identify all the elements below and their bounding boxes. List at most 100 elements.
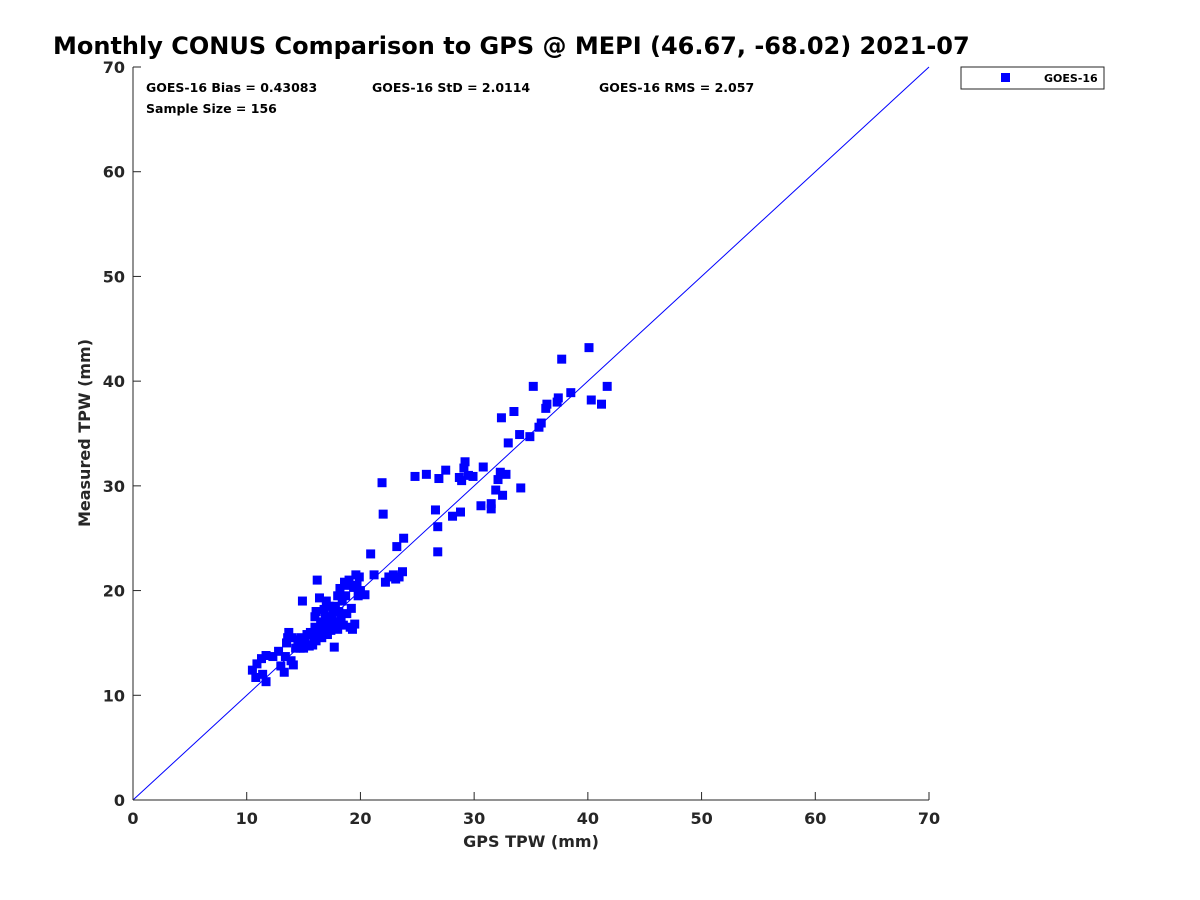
data-point bbox=[557, 354, 567, 364]
rms-stat: GOES-16 RMS = 2.057 bbox=[599, 80, 754, 95]
data-point bbox=[493, 475, 503, 485]
data-point bbox=[355, 586, 365, 596]
y-tick-label: 70 bbox=[103, 58, 125, 77]
y-tick-label: 10 bbox=[103, 686, 125, 705]
x-tick-label: 20 bbox=[349, 809, 371, 828]
y-tick-label: 50 bbox=[103, 267, 125, 286]
data-point bbox=[597, 399, 607, 409]
data-point bbox=[455, 507, 465, 517]
data-point bbox=[261, 650, 271, 660]
bias-stat: GOES-16 Bias = 0.43083 bbox=[146, 80, 317, 95]
data-point bbox=[384, 572, 394, 582]
data-point bbox=[300, 635, 310, 645]
data-point bbox=[247, 665, 257, 675]
legend-marker-square bbox=[1001, 73, 1010, 82]
data-point bbox=[318, 627, 328, 637]
y-tick-label: 30 bbox=[103, 477, 125, 496]
data-point bbox=[350, 619, 360, 629]
data-point bbox=[344, 575, 354, 585]
data-point bbox=[491, 485, 501, 495]
data-point bbox=[566, 388, 576, 398]
data-point bbox=[398, 567, 408, 577]
data-points bbox=[247, 343, 612, 687]
data-point bbox=[346, 603, 356, 613]
data-point bbox=[312, 575, 322, 585]
data-point bbox=[553, 393, 563, 403]
data-point bbox=[343, 580, 353, 590]
data-point bbox=[334, 607, 344, 617]
data-point bbox=[354, 572, 364, 582]
data-point bbox=[515, 430, 525, 440]
data-point bbox=[329, 642, 339, 652]
data-point bbox=[256, 654, 266, 664]
data-point bbox=[528, 381, 538, 391]
data-point bbox=[347, 624, 357, 634]
data-point bbox=[320, 612, 330, 622]
legend-label: GOES-16 bbox=[1044, 72, 1098, 85]
chart-title: Monthly CONUS Comparison to GPS @ MEPI (… bbox=[53, 32, 970, 60]
data-point bbox=[392, 542, 402, 552]
data-point bbox=[317, 633, 327, 643]
y-axis-label: Measured TPW (mm) bbox=[75, 339, 94, 527]
data-point bbox=[299, 643, 309, 653]
data-point bbox=[542, 399, 552, 409]
sample-size-stat: Sample Size = 156 bbox=[146, 101, 277, 116]
data-point bbox=[478, 462, 488, 472]
data-point bbox=[280, 652, 290, 662]
data-point bbox=[268, 652, 278, 662]
data-point bbox=[305, 627, 315, 637]
x-tick-label: 30 bbox=[463, 809, 485, 828]
data-point bbox=[353, 591, 363, 601]
data-point bbox=[434, 474, 444, 484]
data-point bbox=[463, 470, 473, 480]
x-axis-ticks: 0 10 20 30 40 50 60 70 bbox=[127, 792, 940, 828]
data-point bbox=[410, 471, 420, 481]
data-point bbox=[288, 660, 298, 670]
data-point bbox=[274, 646, 284, 656]
data-point bbox=[457, 476, 467, 486]
data-point bbox=[366, 549, 376, 559]
data-point bbox=[503, 438, 513, 448]
data-point bbox=[380, 577, 390, 587]
legend: GOES-16 bbox=[960, 66, 1105, 90]
data-point bbox=[496, 413, 506, 423]
legend-box bbox=[960, 66, 1105, 90]
x-tick-label: 0 bbox=[127, 809, 138, 828]
data-point bbox=[327, 612, 337, 622]
std-stat: GOES-16 StD = 2.0114 bbox=[372, 80, 530, 95]
x-axis-label: GPS TPW (mm) bbox=[463, 832, 599, 851]
data-point bbox=[283, 633, 293, 643]
data-point bbox=[313, 625, 323, 635]
data-point bbox=[314, 593, 324, 603]
data-point bbox=[258, 669, 268, 679]
x-tick-label: 70 bbox=[918, 809, 940, 828]
data-point bbox=[337, 596, 347, 606]
data-point bbox=[378, 509, 388, 519]
data-point bbox=[279, 667, 289, 677]
data-point bbox=[495, 467, 505, 477]
data-point bbox=[252, 659, 262, 669]
data-point bbox=[324, 617, 334, 627]
data-point bbox=[282, 638, 292, 648]
data-point bbox=[525, 432, 535, 442]
data-point bbox=[536, 418, 546, 428]
data-point bbox=[399, 533, 409, 543]
x-tick-label: 60 bbox=[804, 809, 826, 828]
data-point bbox=[360, 590, 370, 600]
data-point bbox=[311, 607, 321, 617]
data-point bbox=[287, 633, 297, 643]
data-point bbox=[433, 522, 443, 532]
data-point bbox=[333, 624, 343, 634]
data-point bbox=[330, 601, 340, 611]
data-point bbox=[328, 607, 338, 617]
data-point bbox=[321, 622, 331, 632]
data-point bbox=[319, 604, 329, 614]
data-point bbox=[316, 617, 326, 627]
x-tick-label: 50 bbox=[690, 809, 712, 828]
y-tick-label: 0 bbox=[114, 791, 125, 810]
data-point bbox=[336, 612, 346, 622]
data-point bbox=[321, 596, 331, 606]
y-axis-ticks: 0 10 20 30 40 50 60 70 bbox=[103, 58, 141, 810]
data-point bbox=[332, 617, 342, 627]
data-point bbox=[352, 580, 362, 590]
